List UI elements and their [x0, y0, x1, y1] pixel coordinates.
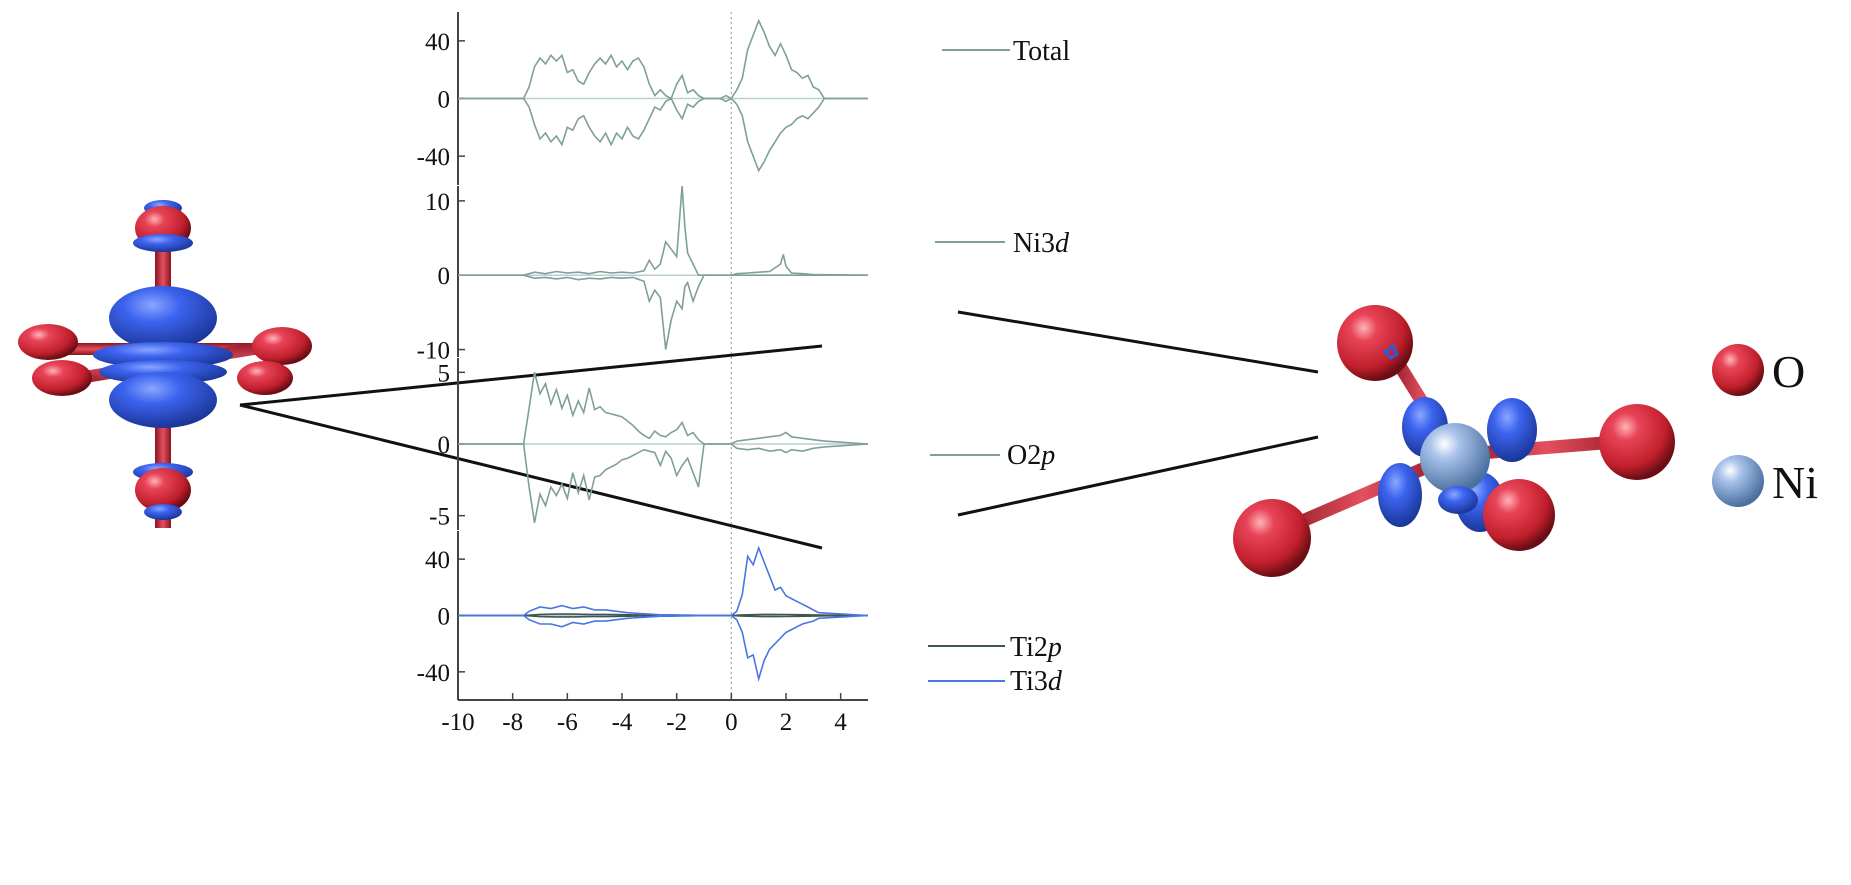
- legend-oxygen-label: O: [1772, 346, 1805, 397]
- legend-nickel-label: Ni: [1772, 457, 1818, 508]
- series-Ni3d-up: [458, 185, 869, 277]
- dos-panel-ni3d: 10 0 -10: [417, 185, 869, 365]
- top-oxygen-orbital-mark: [1382, 343, 1399, 360]
- series-Ti3d-up: [458, 545, 869, 617]
- legend-total: Total: [1013, 36, 1070, 67]
- legend-ti2p-main: Ti2: [1010, 632, 1048, 663]
- legend-ni3d-main: Ni3: [1013, 228, 1055, 259]
- right-front-oxygen: [237, 361, 293, 395]
- legend-ti3d: Ti3d: [1010, 666, 1063, 697]
- y-tick-label-ni3d: 0: [438, 263, 451, 290]
- y-tick-label-total: -40: [417, 144, 450, 171]
- x-tick-label: 2: [780, 709, 793, 736]
- nio4-cluster: [1233, 305, 1675, 577]
- dos-panel-total: 40 0 -40: [417, 12, 868, 185]
- y-tick-label-ti: -40: [417, 660, 450, 687]
- y-tick-label-ti: 0: [438, 604, 451, 631]
- x-tick-label: -8: [502, 709, 523, 736]
- x-tick-label: -2: [666, 709, 687, 736]
- legend-o2p-main: O2: [1007, 440, 1041, 471]
- ni-lobe-lower-left: [1378, 463, 1422, 527]
- bottom-oxygen-lobe: [135, 468, 191, 512]
- series-O2p-down: [458, 443, 869, 523]
- oxygen-atom-left: [1233, 499, 1311, 577]
- legend-ni3d: Ni3d: [1013, 228, 1070, 259]
- series-Ti3d-down: [458, 614, 869, 683]
- y-tick-label-o2p: 0: [438, 432, 451, 459]
- ni-lobe-upper-right: [1487, 398, 1537, 462]
- dos-panel-ti: 40 0 -40: [417, 531, 869, 700]
- legend-ti3d-main: Ti3: [1010, 666, 1048, 697]
- atom-legend: O Ni: [1712, 344, 1818, 508]
- ni-lobe-front: [1438, 486, 1478, 514]
- equatorial-ring: [93, 342, 233, 368]
- y-tick-label-ni3d: 10: [425, 189, 450, 216]
- top-orbital-ring: [133, 234, 193, 252]
- y-tick-label-total: 40: [425, 29, 450, 56]
- bottom-orbital-cap: [144, 504, 182, 520]
- right-back-oxygen: [252, 327, 312, 365]
- legend-ti3d-italic: d: [1048, 666, 1063, 697]
- orbital-isosurface: [18, 200, 312, 528]
- oxygen-atom-top: [1337, 305, 1413, 381]
- y-tick-label-o2p: -5: [429, 504, 450, 531]
- dos-legends: Total Ni3d O2p Ti2p Ti3d: [928, 36, 1070, 697]
- right-zoom-line-lower: [957, 435, 1319, 517]
- x-tick-label: 4: [834, 709, 847, 736]
- left-zoom-line-upper: [239, 344, 823, 407]
- y-tick-label-ti: 40: [425, 547, 450, 574]
- x-tick-label: -4: [612, 709, 633, 736]
- left-zoom-line-lower: [239, 403, 823, 550]
- series-Total-down: [458, 97, 868, 173]
- oxygen-atom-right: [1599, 404, 1675, 480]
- upper-d-lobe: [109, 286, 217, 350]
- series-Ni3d-down: [458, 274, 868, 350]
- x-tick-label: -6: [557, 709, 578, 736]
- x-tick-label: -10: [441, 709, 474, 736]
- y-tick-label-total: 0: [438, 87, 451, 114]
- legend-ni3d-italic: d: [1055, 228, 1070, 259]
- legend-ti2p-italic: p: [1046, 632, 1062, 663]
- legend-oxygen-sphere: [1712, 344, 1764, 396]
- oxygen-atom-front: [1483, 479, 1555, 551]
- right-zoom-line-upper: [957, 310, 1319, 374]
- right-zoom-lines: [957, 310, 1319, 517]
- left-back-oxygen: [18, 324, 78, 360]
- nickel-atom: [1420, 423, 1490, 493]
- legend-nickel-sphere: [1712, 455, 1764, 507]
- x-tick-label: 0: [725, 709, 738, 736]
- legend-ti2p: Ti2p: [1010, 632, 1062, 663]
- dos-panel-o2p: 5 0 -5: [429, 358, 869, 531]
- series-O2p-up: [458, 372, 869, 445]
- series-Total-up: [458, 18, 868, 100]
- y-tick-label-ni3d: -10: [417, 338, 450, 365]
- left-zoom-lines: [239, 344, 823, 550]
- legend-o2p-italic: p: [1039, 440, 1055, 471]
- legend-o2p: O2p: [1007, 440, 1055, 471]
- y-tick-label-o2p: 5: [438, 360, 451, 387]
- left-front-oxygen: [32, 360, 92, 396]
- lower-d-lobe: [109, 372, 217, 428]
